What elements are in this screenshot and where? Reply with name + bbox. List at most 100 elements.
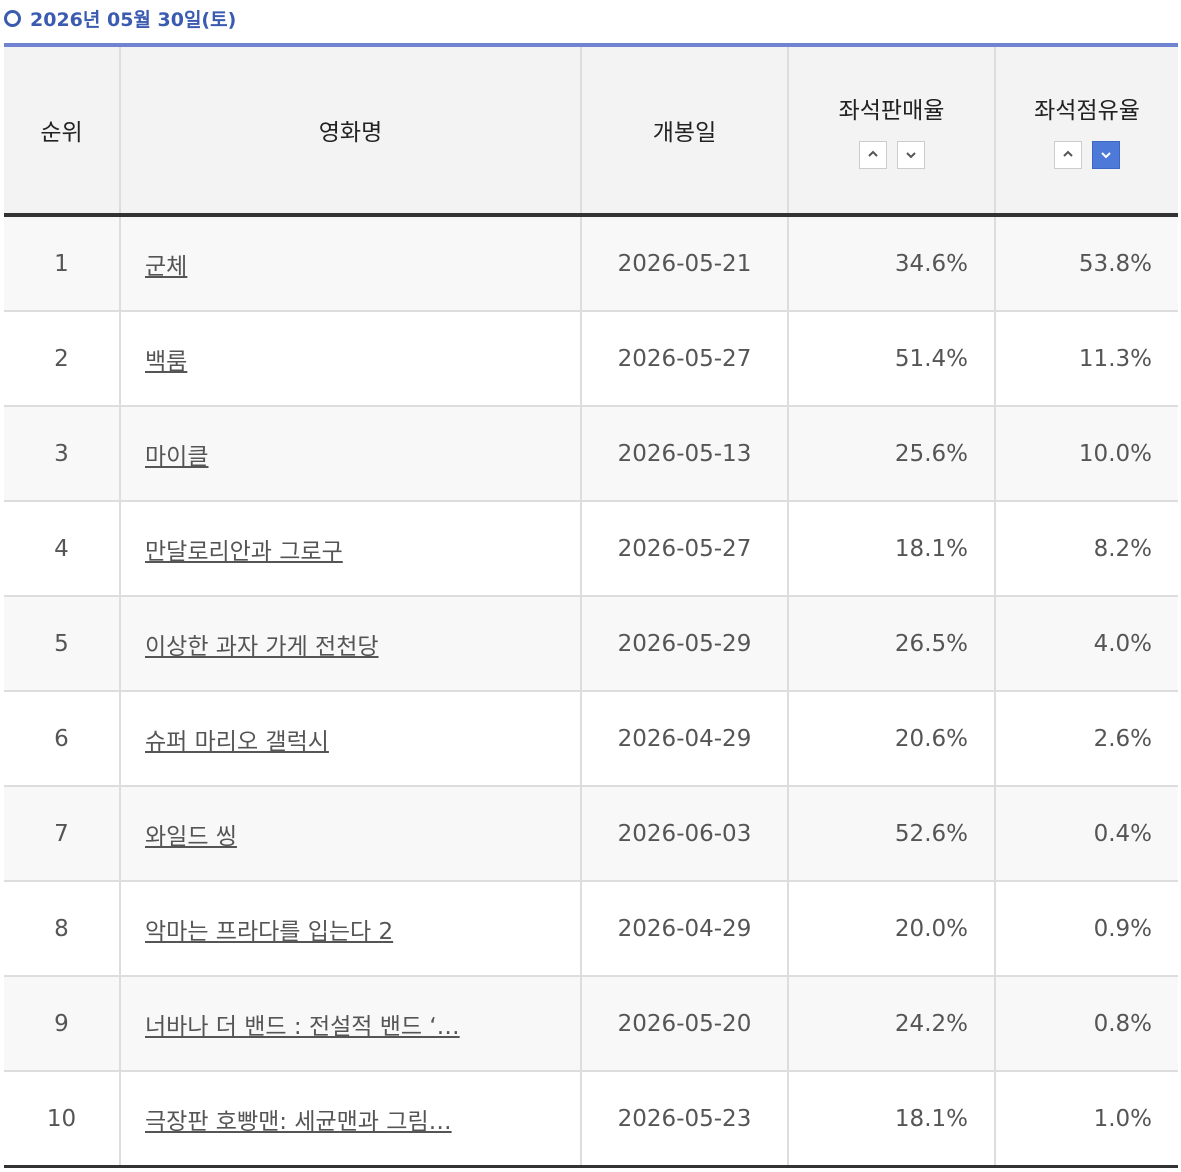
table-cell: 0.4% [994, 787, 1178, 880]
table-cell: 4 [4, 502, 119, 595]
header-cell: 개봉일 [580, 47, 787, 213]
movie-link[interactable]: 백룸 [145, 348, 188, 375]
table-cell: 2026-05-21 [580, 217, 787, 310]
cell-text: 8.2% [1093, 535, 1152, 562]
table-row: 10 극장판 호빵맨: 세균맨과 그림… 2026-05-23 18.1% 1.0% [4, 1072, 1178, 1168]
table-cell: 6 [4, 692, 119, 785]
cell-text: 2026-05-23 [617, 1105, 752, 1132]
table-cell: 백룸 [119, 312, 580, 405]
table-cell: 군체 [119, 217, 580, 310]
table-cell: 2 [4, 312, 119, 405]
sort-asc-button[interactable] [1054, 141, 1082, 169]
table-cell: 5 [4, 597, 119, 690]
cell-text: 53.8% [1078, 250, 1152, 277]
cell-text: 2026-05-29 [617, 630, 752, 657]
movie-link[interactable]: 마이클 [145, 443, 209, 470]
circle-icon [4, 9, 21, 27]
cell-text: 2026-06-03 [617, 820, 752, 847]
cell-text: 20.0% [894, 915, 968, 942]
column-title: 개봉일 [652, 120, 717, 146]
sort-asc-button[interactable] [858, 141, 887, 169]
movie-link[interactable]: 슈퍼 마리오 갤럭시 [145, 728, 329, 755]
table-row: 8 악마는 프라다를 입는다 2 2026-04-29 20.0% 0.9% [4, 882, 1178, 977]
movie-link[interactable]: 너바나 더 밴드 : 전설적 밴드 ‘… [145, 1013, 460, 1040]
table-cell: 마이클 [119, 407, 580, 500]
table-cell: 20.6% [787, 692, 994, 785]
date-heading: 2026년 05월 30일(토) [4, 4, 236, 32]
chevron [867, 150, 878, 157]
table-cell: 2.6% [994, 692, 1178, 785]
movie-link[interactable]: 극장판 호빵맨: 세균맨과 그림… [145, 1108, 452, 1135]
table-cell: 10 [4, 1072, 119, 1165]
top-rule [4, 43, 1178, 47]
table-row: 4 만달로리안과 그로구 2026-05-27 18.1% 8.2% [4, 502, 1178, 597]
cell-text: 24.2% [894, 1010, 968, 1037]
table-cell: 1 [4, 217, 119, 310]
header-cell: 좌석점유율 [994, 47, 1178, 213]
cell-text: 2 [54, 345, 69, 372]
cell-text: 0.4% [1093, 820, 1152, 847]
table-cell: 2026-04-29 [580, 882, 787, 975]
table-cell: 4.0% [994, 597, 1178, 690]
table-cell: 0.9% [994, 882, 1178, 975]
table-cell: 8 [4, 882, 119, 975]
movie-link[interactable]: 와일드 씽 [145, 823, 237, 850]
table-cell: 11.3% [994, 312, 1178, 405]
cell-text: 10 [46, 1105, 77, 1132]
table-cell: 2026-05-27 [580, 312, 787, 405]
sort-desc-button[interactable] [1092, 141, 1120, 169]
cell-text: 2026-04-29 [617, 725, 752, 752]
cell-text: 2026-05-21 [617, 250, 752, 277]
column-title: 순위 [40, 120, 83, 146]
cell-text: 11.3% [1078, 345, 1152, 372]
movie-link[interactable]: 만달로리안과 그로구 [145, 538, 343, 565]
table-body: 1 군체 2026-05-21 34.6% 53.8% 2 백룸 2026-05-27 51.4… [4, 217, 1178, 1168]
table-row: 5 이상한 과자 가게 전천당 2026-05-29 26.5% 4.0% [4, 597, 1178, 692]
table-row: 9 너바나 더 밴드 : 전설적 밴드 ‘… 2026-05-20 24.2% 0.8% [4, 977, 1178, 1072]
table-cell: 3 [4, 407, 119, 500]
date-title: 2026년 05월 30일(토) [30, 8, 237, 31]
table-cell: 2026-06-03 [580, 787, 787, 880]
table-cell: 18.1% [787, 502, 994, 595]
cell-text: 2026-05-20 [617, 1010, 752, 1037]
table-cell: 25.6% [787, 407, 994, 500]
cell-text: 2026-05-27 [617, 535, 752, 562]
table-cell: 2026-05-29 [580, 597, 787, 690]
table-cell: 2026-05-23 [580, 1072, 787, 1165]
table-cell: 20.0% [787, 882, 994, 975]
sort-desc-button[interactable] [896, 141, 925, 169]
movie-link[interactable]: 군체 [145, 253, 188, 280]
sort-buttons [858, 141, 925, 169]
movie-link[interactable]: 이상한 과자 가게 전천당 [145, 633, 379, 660]
table-cell: 2026-05-27 [580, 502, 787, 595]
table-cell: 52.6% [787, 787, 994, 880]
table-cell: 26.5% [787, 597, 994, 690]
column-title: 좌석점유율 [1034, 98, 1140, 124]
chevron [1101, 152, 1111, 159]
movie-link[interactable]: 악마는 프라다를 입는다 2 [145, 918, 394, 945]
table-cell: 와일드 씽 [119, 787, 580, 880]
table-cell: 7 [4, 787, 119, 880]
cell-text: 4.0% [1093, 630, 1152, 657]
header-cell: 좌석판매율 [787, 47, 994, 213]
cell-text: 2026-05-27 [617, 345, 752, 372]
header-row: 순위 영화명 개봉일 좌석판매율 좌석점유율 [4, 47, 1178, 217]
cell-text: 9 [54, 1010, 69, 1037]
table-cell: 극장판 호빵맨: 세균맨과 그림… [119, 1072, 580, 1165]
table-cell: 2026-04-29 [580, 692, 787, 785]
table-cell: 2026-05-13 [580, 407, 787, 500]
cell-text: 25.6% [894, 440, 968, 467]
cell-text: 20.6% [894, 725, 968, 752]
table-row: 7 와일드 씽 2026-06-03 52.6% 0.4% [4, 787, 1178, 882]
table-cell: 악마는 프라다를 입는다 2 [119, 882, 580, 975]
cell-text: 8 [54, 915, 69, 942]
table-row: 3 마이클 2026-05-13 25.6% 10.0% [4, 407, 1178, 502]
table-cell: 10.0% [994, 407, 1178, 500]
table-cell: 2026-05-20 [580, 977, 787, 1070]
cell-text: 5 [54, 630, 69, 657]
table-cell: 24.2% [787, 977, 994, 1070]
table-cell: 18.1% [787, 1072, 994, 1165]
table-row: 1 군체 2026-05-21 34.6% 53.8% [4, 217, 1178, 312]
table-cell: 1.0% [994, 1072, 1178, 1165]
